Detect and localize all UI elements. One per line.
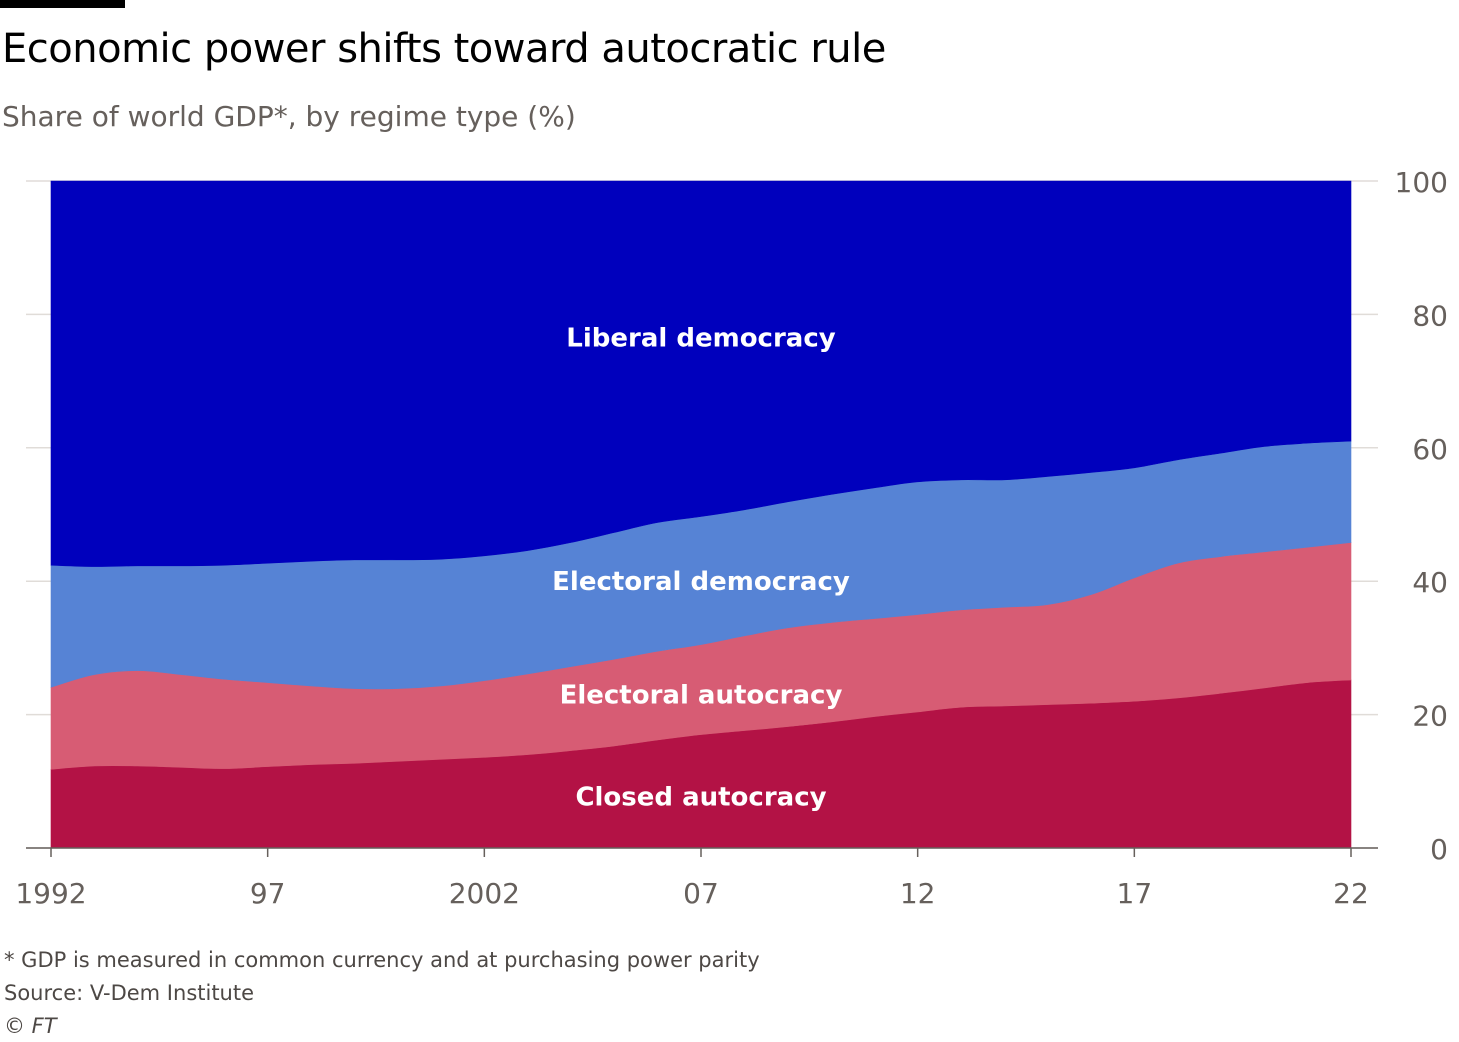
area-liberal-democracy — [50, 180, 1352, 567]
y-tick-label: 40 — [1412, 566, 1448, 599]
y-tick-label: 80 — [1412, 299, 1448, 332]
stacked-area-chart: 1992 97 2002 07 12 17 22 0 20 40 60 80 100 Liberal d… — [15, 166, 1448, 910]
copyright: © FT — [4, 1014, 57, 1038]
series-label-electoral-democracy: Electoral democracy — [552, 567, 850, 597]
y-tick-label: 20 — [1412, 700, 1448, 733]
x-tick-label: 1992 — [15, 877, 86, 910]
axes: 1992 97 2002 07 12 17 22 0 20 40 60 80 100 — [15, 166, 1448, 910]
series-label-liberal-democracy: Liberal democracy — [566, 324, 835, 354]
y-tick-label: 0 — [1430, 833, 1448, 866]
x-tick-label: 07 — [683, 877, 719, 910]
series-labels: Liberal democracy Electoral democracy Elec… — [552, 324, 850, 813]
footnote: * GDP is measured in common currency and… — [4, 948, 760, 972]
x-tick-label: 22 — [1333, 877, 1369, 910]
x-tick-label: 12 — [900, 877, 936, 910]
y-tick-label: 100 — [1395, 166, 1448, 199]
chart-subtitle: Share of world GDP*, by regime type (%) — [2, 100, 576, 133]
y-tick-label: 60 — [1412, 433, 1448, 466]
source-note: Source: V-Dem Institute — [4, 981, 255, 1005]
series-label-electoral-autocracy: Electoral autocracy — [560, 681, 843, 711]
brand-bar — [0, 0, 125, 8]
x-tick-label: 2002 — [449, 877, 520, 910]
series-label-closed-autocracy: Closed autocracy — [575, 783, 826, 813]
area-series — [50, 180, 1352, 849]
x-tick-label: 17 — [1117, 877, 1153, 910]
chart-title: Economic power shifts toward autocratic … — [2, 26, 886, 72]
x-tick-label: 97 — [250, 877, 286, 910]
